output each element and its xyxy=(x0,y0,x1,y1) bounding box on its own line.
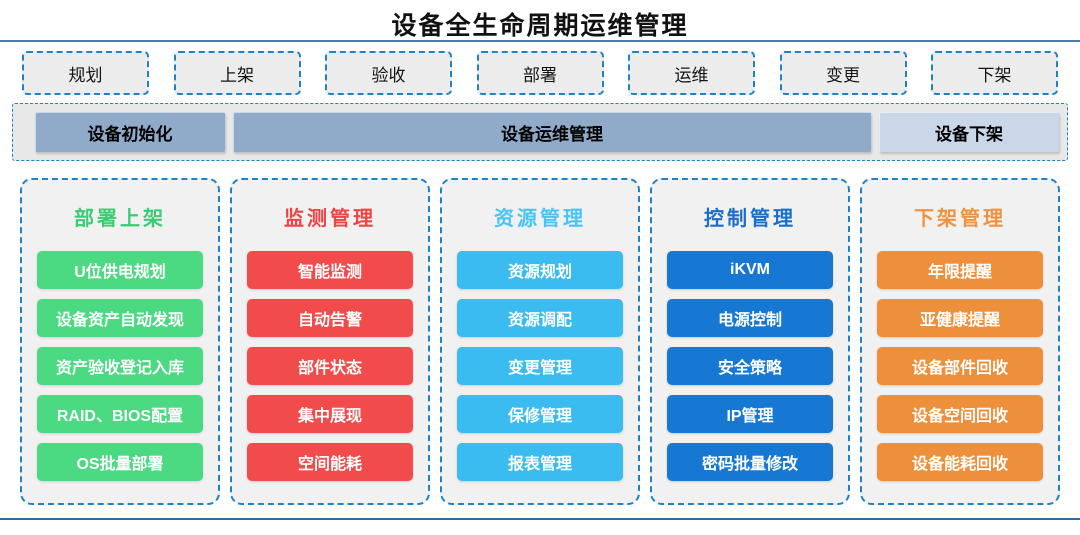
flow-step-change: 变更 xyxy=(779,51,907,95)
phase-device-initialization: 设备初始化 xyxy=(35,112,225,152)
flow-step-racking: 上架 xyxy=(173,51,301,95)
feature-item: RAID、BIOS配置 xyxy=(37,395,203,433)
feature-item: 电源控制 xyxy=(667,299,833,337)
feature-item: OS批量部署 xyxy=(37,443,203,481)
feature-item: 安全策略 xyxy=(667,347,833,385)
feature-item: 部件状态 xyxy=(247,347,413,385)
feature-item: 设备部件回收 xyxy=(877,347,1043,385)
flow-step-decommission: 下架 xyxy=(931,51,1058,95)
feature-item: 设备资产自动发现 xyxy=(37,299,203,337)
feature-item: IP管理 xyxy=(667,395,833,433)
feature-item: 亚健康提醒 xyxy=(877,299,1043,337)
column-decommission-management: 下架管理 年限提醒 亚健康提醒 设备部件回收 设备空间回收 设备能耗回收 xyxy=(860,178,1060,505)
feature-item: 资产验收登记入库 xyxy=(37,347,203,385)
flow-step-operations: 运维 xyxy=(628,51,755,95)
feature-item: 设备空间回收 xyxy=(877,395,1043,433)
feature-item: U位供电规划 xyxy=(37,251,203,289)
feature-item: 密码批量修改 xyxy=(667,443,833,481)
feature-item: 变更管理 xyxy=(457,347,623,385)
feature-item: 自动告警 xyxy=(247,299,413,337)
phase-device-decommission: 设备下架 xyxy=(879,112,1059,152)
column-title: 部署上架 xyxy=(74,206,166,230)
column-control-management: 控制管理 iKVM 电源控制 安全策略 IP管理 密码批量修改 xyxy=(650,178,850,505)
column-title: 下架管理 xyxy=(914,206,1006,230)
feature-item: 报表管理 xyxy=(457,443,623,481)
flow-step-acceptance: 验收 xyxy=(325,51,452,95)
phase-device-operations-management: 设备运维管理 xyxy=(233,112,871,152)
feature-item: 智能监测 xyxy=(247,251,413,289)
column-resource-management: 资源管理 资源规划 资源调配 变更管理 保修管理 报表管理 xyxy=(440,178,640,505)
column-deploy-rack: 部署上架 U位供电规划 设备资产自动发现 资产验收登记入库 RAID、BIOS配… xyxy=(20,178,220,505)
flow-step-deployment: 部署 xyxy=(476,51,604,95)
feature-item: 年限提醒 xyxy=(877,251,1043,289)
top-divider xyxy=(0,40,1080,42)
feature-item: 设备能耗回收 xyxy=(877,443,1043,481)
column-title: 资源管理 xyxy=(494,206,586,230)
feature-item: 资源规划 xyxy=(457,251,623,289)
feature-item: iKVM xyxy=(667,251,833,289)
lifecycle-flow-row: 规划 上架 验收 部署 运维 变更 下架 xyxy=(22,51,1058,95)
column-monitoring-management: 监测管理 智能监测 自动告警 部件状态 集中展现 空间能耗 xyxy=(230,178,430,505)
flow-step-planning: 规划 xyxy=(22,51,149,95)
column-title: 控制管理 xyxy=(704,206,796,230)
feature-item: 空间能耗 xyxy=(247,443,413,481)
feature-item: 资源调配 xyxy=(457,299,623,337)
capability-columns: 部署上架 U位供电规划 设备资产自动发现 资产验收登记入库 RAID、BIOS配… xyxy=(20,178,1060,505)
feature-item: 保修管理 xyxy=(457,395,623,433)
feature-item: 集中展现 xyxy=(247,395,413,433)
bottom-divider xyxy=(0,518,1080,520)
phase-banner: 设备初始化 设备运维管理 设备下架 xyxy=(12,103,1068,161)
page-title: 设备全生命周期运维管理 xyxy=(391,11,689,40)
column-title: 监测管理 xyxy=(284,206,376,230)
